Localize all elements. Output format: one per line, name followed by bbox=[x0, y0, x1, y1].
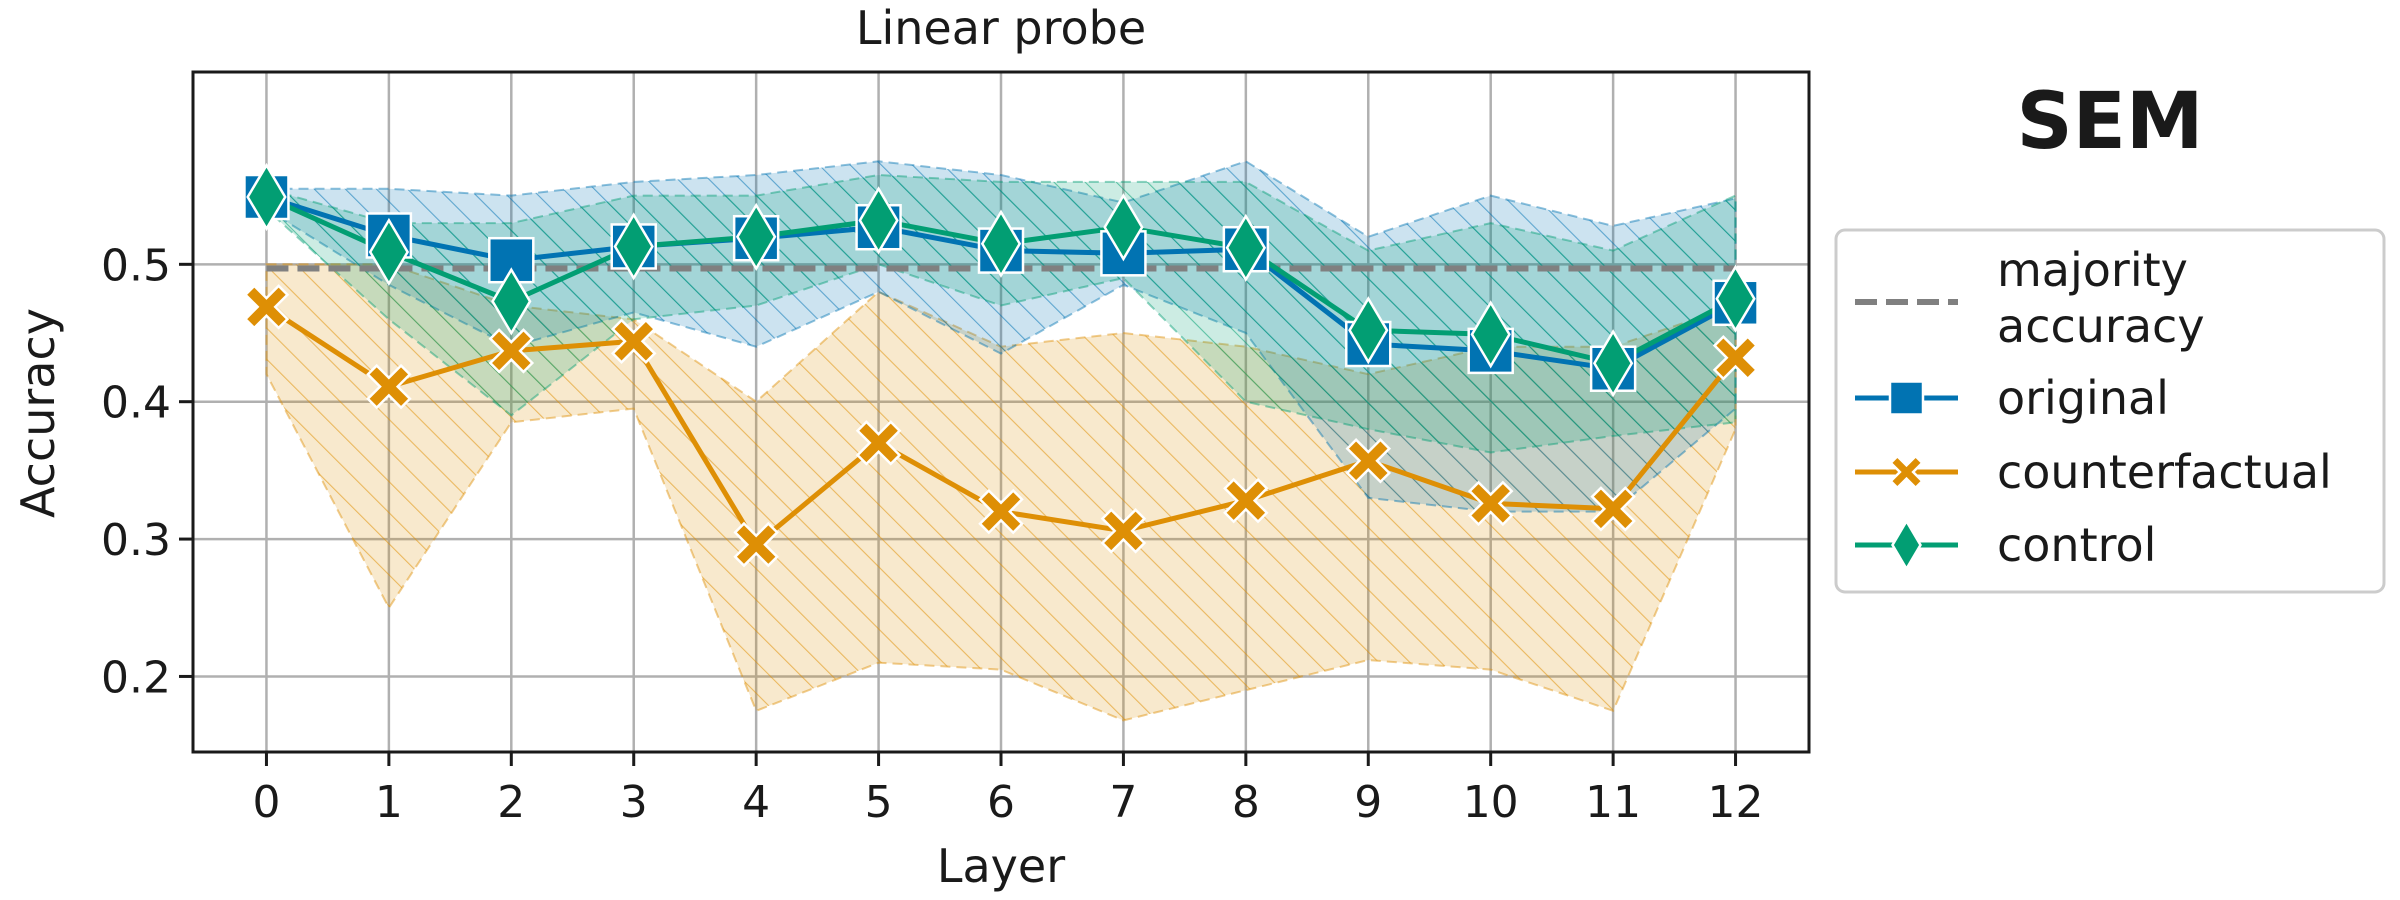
control-point bbox=[1348, 296, 1389, 365]
y-tick-label: 0.3 bbox=[101, 515, 171, 566]
y-axis-title: Accuracy bbox=[11, 308, 65, 518]
x-tick-label: 10 bbox=[1463, 777, 1519, 828]
counterfactual-point bbox=[610, 318, 657, 365]
counterfactual-point bbox=[1712, 334, 1759, 381]
control-point bbox=[735, 202, 777, 271]
x-tick-label: 6 bbox=[987, 777, 1015, 828]
counterfactual-point bbox=[855, 420, 902, 466]
y-axis-ticks: 0.2 0.3 0.4 0.5 bbox=[101, 240, 193, 703]
y-tick-label: 0.2 bbox=[101, 652, 171, 703]
x-tick-label: 1 bbox=[375, 777, 403, 828]
counterfactual-point bbox=[366, 363, 412, 410]
control-point bbox=[1225, 213, 1267, 282]
control-point bbox=[246, 162, 287, 232]
legend-label-majority: majority accuracy bbox=[1997, 243, 2205, 353]
counterfactual-point bbox=[733, 521, 779, 568]
legend-marker-counterfactual bbox=[1888, 454, 1925, 490]
legend-label-control: control bbox=[1997, 518, 2156, 572]
x-tick-label: 5 bbox=[865, 777, 893, 828]
counterfactual-point bbox=[1100, 508, 1147, 554]
panel-label: SEM bbox=[2016, 77, 2203, 167]
counterfactual-point bbox=[488, 328, 535, 374]
legend: majority accuracy original counterfactual co… bbox=[1834, 228, 2386, 594]
control-point bbox=[1470, 300, 1511, 369]
x-tick-label: 12 bbox=[1708, 777, 1764, 828]
legend-label-counterfactual: counterfactual bbox=[1997, 445, 2332, 499]
x-tick-label: 8 bbox=[1232, 777, 1260, 828]
y-tick-label: 0.4 bbox=[101, 378, 171, 429]
x-tick-label: 0 bbox=[252, 777, 280, 828]
chart-title: Linear probe bbox=[856, 1, 1146, 55]
counterfactual-point bbox=[1467, 480, 1514, 527]
x-tick-label: 3 bbox=[620, 777, 648, 828]
control-point bbox=[1103, 193, 1144, 262]
counterfactual-point bbox=[1590, 486, 1636, 532]
x-tick-label: 2 bbox=[497, 777, 525, 828]
counterfactual-point bbox=[243, 284, 290, 330]
legend-marker-control bbox=[1891, 518, 1922, 572]
plot-area bbox=[191, 70, 1811, 754]
control-point bbox=[368, 217, 410, 287]
counterfactual-point bbox=[1223, 477, 1269, 524]
x-axis-ticks: 0 1 2 3 4 5 6 7 8 9 10 11 12 bbox=[252, 752, 1764, 828]
control-point bbox=[1592, 329, 1634, 398]
x-tick-label: 7 bbox=[1109, 777, 1137, 828]
legend-marker-original bbox=[1888, 380, 1925, 416]
control-point bbox=[1715, 264, 1756, 333]
x-axis-title: Layer bbox=[937, 839, 1065, 893]
y-tick-label: 0.5 bbox=[101, 240, 171, 291]
counterfactual-point bbox=[978, 488, 1024, 535]
control-point bbox=[858, 186, 899, 255]
control-point bbox=[613, 212, 654, 281]
counterfactual-point bbox=[1345, 438, 1392, 484]
x-tick-label: 11 bbox=[1585, 777, 1641, 828]
x-tick-label: 9 bbox=[1354, 777, 1382, 828]
x-tick-label: 4 bbox=[742, 777, 770, 828]
legend-box bbox=[1834, 228, 2386, 594]
control-point bbox=[980, 209, 1022, 278]
legend-label-original: original bbox=[1997, 371, 2169, 425]
series-markers bbox=[243, 162, 1759, 568]
control-point bbox=[491, 267, 532, 336]
